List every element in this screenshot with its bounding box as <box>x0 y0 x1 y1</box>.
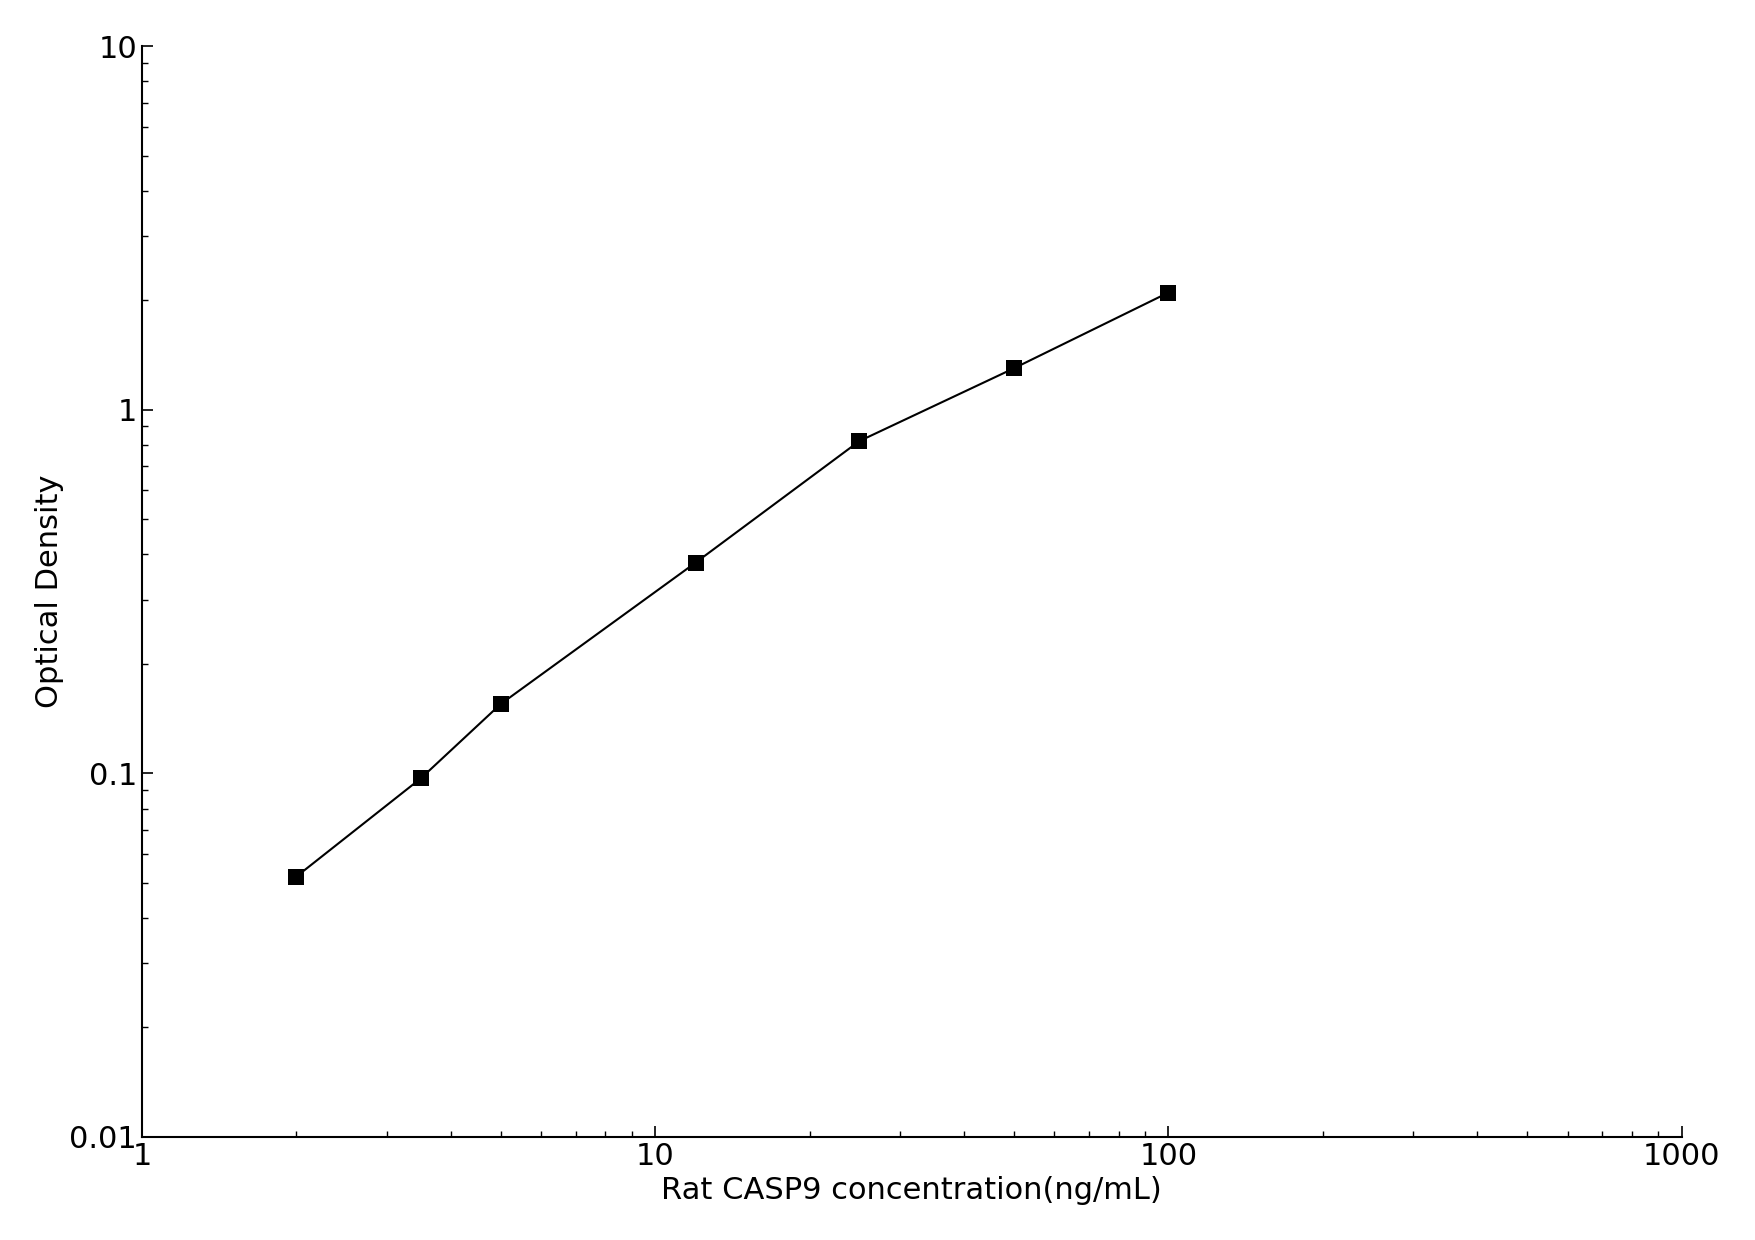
Point <box>681 553 709 573</box>
Point <box>1000 358 1028 378</box>
Point <box>407 769 435 789</box>
Y-axis label: Optical Density: Optical Density <box>35 475 63 708</box>
X-axis label: Rat CASP9 concentration(ng/mL): Rat CASP9 concentration(ng/mL) <box>662 1177 1162 1205</box>
Point <box>486 694 514 714</box>
Point <box>846 432 874 451</box>
Point <box>283 867 311 887</box>
Point <box>1155 283 1183 303</box>
